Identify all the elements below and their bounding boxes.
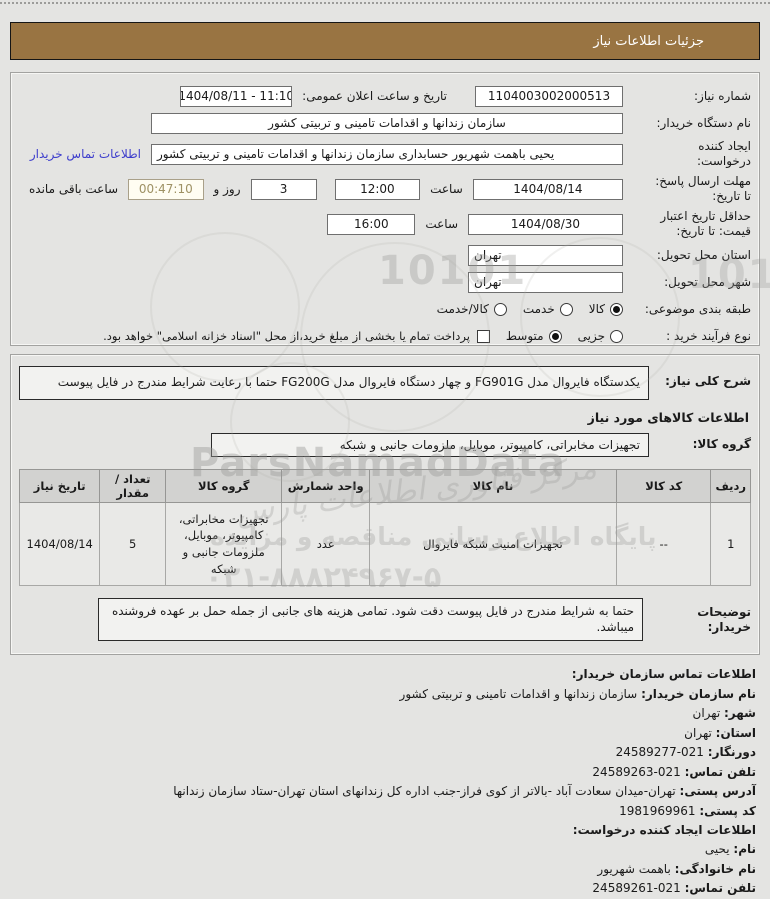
row-need-description: شرح کلی نیاز: یکدستگاه فایروال مدل FG901…: [19, 366, 751, 400]
creator-row-phone: تلفن تماس: 24589261-021: [592, 881, 756, 896]
goods-table: ردیف کد کالا نام کالا واحد شمارش گروه کا…: [18, 468, 751, 587]
price-validity-label: حداقل تاریخ اعتبار قیمت: تا تاریخ:: [660, 209, 751, 238]
buyer-notes-box: حتما به شرایط مندرج در فایل پیوست دقت شو…: [98, 598, 643, 642]
row-delivery-city: شهر محل تحویل: تهران: [19, 270, 751, 294]
buyer-device-label: نام دستگاه خریدار:: [656, 115, 752, 130]
goods-needed-heading: اطلاعات کالاهای مورد نیاز: [587, 409, 749, 425]
row-subject-classification: طبقه بندی موضوعی: کالا خدمت کالا/خدمت: [19, 297, 751, 321]
countdown-timer: 00:47:10: [128, 178, 204, 200]
need-number-input[interactable]: 1104003002000513: [475, 85, 623, 107]
radio-medium-label: متوسط: [505, 329, 544, 343]
countdown-suffix: ساعت باقی مانده: [29, 182, 119, 196]
top-dotted-divider: [0, 2, 770, 4]
creator-row-firstname: نام: یحیی: [704, 842, 756, 857]
buyer-contact-heading: اطلاعات تماس سازمان خریدار:: [571, 667, 756, 682]
price-validity-date-input[interactable]: 1404/08/30: [468, 213, 623, 235]
goods-table-row: 1 -- تجهیزات امنیت شبکه فایروال عدد تجهی…: [18, 501, 751, 587]
radio-goods-service-label: کالا/خدمت: [436, 302, 489, 316]
need-description-label: شرح کلی نیاز:: [665, 374, 751, 388]
contact-row-province: استان: تهران: [684, 725, 756, 740]
radio-medium[interactable]: [548, 329, 562, 343]
request-creator-input[interactable]: یحیی باهمت شهریور حسابداری سازمان زندانه…: [151, 143, 623, 165]
contact-info-block: اطلاعات تماس سازمان خریدار: نام سازمان خ…: [14, 665, 756, 898]
request-creator-label: ایجاد کننده درخواست:: [697, 139, 751, 168]
announce-datetime-input[interactable]: 1404/08/11 - 11:10: [180, 85, 293, 107]
row-buyer-notes: توضیحات خریدار: حتما به شرایط مندرج در ف…: [19, 598, 751, 642]
contact-row-postal: کد پستی: 1981969961: [619, 803, 756, 818]
creator-info-heading: اطلاعات ایجاد کننده درخواست:: [572, 822, 756, 837]
row-purchase-process: نوع فرآیند خرید : جزیی متوسط پرداخت تمام…: [19, 324, 751, 348]
creator-row-lastname: نام خانوادگی: باهمت شهریور: [597, 861, 756, 876]
treasury-checkbox-label: پرداخت تمام یا بخشی از مبلغ خرید،از محل …: [103, 329, 470, 343]
col-row: ردیف: [710, 468, 751, 503]
subject-classification-label: طبقه بندی موضوعی:: [644, 301, 751, 316]
col-unit: واحد شمارش: [281, 468, 370, 503]
col-code: کد کالا: [615, 468, 712, 503]
radio-partial[interactable]: [610, 329, 623, 343]
row-need-number: شماره نیاز: 1104003002000513 تاریخ و ساع…: [19, 84, 751, 108]
need-description-box: یکدستگاه فایروال مدل FG901G و چهار دستگا…: [19, 366, 649, 400]
buyer-notes-label: توضیحات خریدار:: [697, 604, 751, 634]
cell-qty: 5: [99, 501, 166, 587]
row-buyer-device: نام دستگاه خریدار: سازمان زندانها و اقدا…: [19, 111, 751, 135]
announce-datetime-label: تاریخ و ساعت اعلان عمومی:: [302, 89, 447, 103]
reply-deadline-time-input[interactable]: 12:00: [334, 178, 421, 200]
radio-partial-label: جزیی: [577, 329, 605, 343]
radio-goods[interactable]: [610, 302, 623, 316]
delivery-province-label: استان محل تحویل:: [656, 247, 751, 262]
need-number-label: شماره نیاز:: [694, 88, 751, 103]
need-details-groupbox: شماره نیاز: 1104003002000513 تاریخ و ساع…: [10, 72, 760, 346]
validity-hour-word: ساعت: [425, 217, 458, 231]
purchase-process-label: نوع فرآیند خرید :: [666, 328, 751, 343]
cell-row: 1: [710, 501, 751, 587]
contact-row-address: آدرس پستی: تهران-میدان سعادت آباد -بالات…: [173, 784, 756, 799]
cell-date: 1404/08/14: [18, 501, 101, 587]
row-delivery-province: استان محل تحویل: تهران: [19, 243, 751, 267]
col-name: نام کالا: [368, 468, 617, 503]
goods-table-header-row: ردیف کد کالا نام کالا واحد شمارش گروه کا…: [18, 468, 751, 503]
delivery-province-input[interactable]: تهران: [468, 244, 623, 266]
row-request-creator: ایجاد کننده درخواست: یحیی باهمت شهریور ح…: [19, 138, 751, 170]
days-word: روز و: [213, 182, 241, 196]
col-date: تاریخ نیاز: [18, 468, 101, 503]
treasury-checkbox[interactable]: [476, 329, 490, 343]
row-goods-group: گروه کالا: تجهیزات مخابراتی، کامپیوتر، م…: [19, 432, 751, 457]
col-qty: تعداد / مقدار: [99, 468, 166, 503]
delivery-city-input[interactable]: تهران: [468, 271, 623, 293]
reply-deadline-label: مهلت ارسال پاسخ: تا تاریخ:: [655, 174, 751, 203]
contact-row-city: شهر: تهران: [692, 706, 756, 721]
page-title-bar: جزئیات اطلاعات نیاز: [10, 22, 760, 60]
goods-group-box: تجهیزات مخابراتی، کامپیوتر، موبایل، ملزو…: [211, 432, 649, 457]
cell-name: تجهیزات امنیت شبکه فایروال: [368, 501, 617, 587]
col-group: گروه کالا: [164, 468, 283, 503]
cell-unit: عدد: [281, 501, 370, 587]
radio-service-label: خدمت: [522, 302, 555, 316]
delivery-city-label: شهر محل تحویل:: [664, 274, 751, 289]
radio-goods-label: کالا: [588, 302, 605, 316]
page-title: جزئیات اطلاعات نیاز: [593, 33, 704, 49]
deadline-hour-word: ساعت: [430, 182, 463, 196]
row-reply-deadline: مهلت ارسال پاسخ: تا تاریخ: 1404/08/14 سا…: [19, 173, 751, 205]
reply-deadline-date-input[interactable]: 1404/08/14: [472, 178, 623, 200]
cell-code: --: [615, 501, 712, 587]
row-price-validity: حداقل تاریخ اعتبار قیمت: تا تاریخ: 1404/…: [19, 208, 751, 240]
buyer-device-input[interactable]: سازمان زندانها و اقدامات تامینی و تربیتی…: [151, 112, 623, 134]
price-validity-time-input[interactable]: 16:00: [327, 213, 416, 235]
contact-row-org: نام سازمان خریدار: سازمان زندانها و اقدا…: [399, 686, 756, 701]
goods-group-label: گروه کالا:: [692, 437, 751, 452]
contact-row-fax: دورنگار: 24589277-021: [615, 745, 756, 760]
cell-group: تجهیزات مخابراتی، کامپیوتر، موبایل، ملزو…: [164, 501, 283, 587]
remaining-days-input[interactable]: 3: [250, 178, 317, 200]
goods-info-groupbox: شرح کلی نیاز: یکدستگاه فایروال مدل FG901…: [10, 354, 760, 656]
buyer-contact-link[interactable]: اطلاعات تماس خریدار: [29, 147, 141, 161]
contact-row-phone: تلفن تماس: 24589263-021: [592, 764, 756, 779]
radio-goods-service[interactable]: [493, 302, 507, 316]
radio-service[interactable]: [559, 302, 573, 316]
